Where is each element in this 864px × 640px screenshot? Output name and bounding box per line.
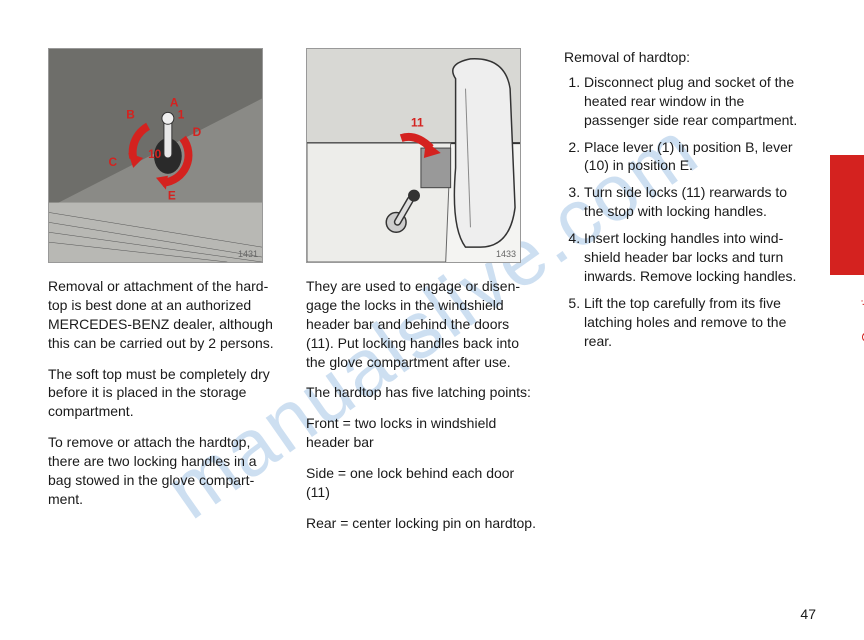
figure-2: 11 1433 — [306, 48, 521, 263]
figure-2-number: 1433 — [496, 248, 516, 260]
col1-p3: To remove or attach the hardtop, there a… — [48, 433, 282, 509]
section-tab-label: Operation — [858, 285, 864, 342]
page-number: 47 — [800, 605, 816, 624]
step-2: Place lever (1) in position B, lever (10… — [584, 138, 804, 176]
removal-steps: Disconnect plug and socket of the heated… — [564, 73, 804, 351]
col1-p2: The soft top must be completely dry befo… — [48, 365, 282, 422]
col2-p4: Side = one lock behind each door (11) — [306, 464, 540, 502]
fig2-label-11: 11 — [411, 115, 424, 129]
fig1-label-c: C — [108, 155, 117, 169]
figure-1: A B C D E 1 10 1431 — [48, 48, 263, 263]
figure-1-number: 1431 — [238, 248, 258, 260]
column-1: A B C D E 1 10 1431 Removal or attachmen… — [48, 48, 282, 545]
fig1-label-10: 10 — [148, 147, 162, 161]
fig1-label-b: B — [126, 107, 135, 121]
section-tab — [830, 155, 864, 275]
fig1-label-d: D — [193, 125, 202, 139]
removal-heading: Removal of hardtop: — [564, 48, 804, 67]
fig1-label-e: E — [168, 189, 176, 203]
step-5: Lift the top carefully from its five lat… — [584, 294, 804, 351]
col2-p1: They are used to engage or disen­gage th… — [306, 277, 540, 371]
col2-p3: Front = two locks in windshield header b… — [306, 414, 540, 452]
step-4: Insert locking handles into wind­shield … — [584, 229, 804, 286]
column-2: 11 1433 They are used to engage or disen… — [306, 48, 540, 545]
step-3: Turn side locks (11) rearwards to the st… — [584, 183, 804, 221]
col2-p5: Rear = center locking pin on hard­top. — [306, 514, 540, 533]
column-3: Removal of hardtop: Disconnect plug and … — [564, 48, 804, 545]
page-content: A B C D E 1 10 1431 Removal or attachmen… — [48, 48, 816, 608]
col1-p1: Removal or attachment of the hard­top is… — [48, 277, 282, 353]
fig1-label-1: 1 — [178, 107, 185, 121]
col2-p2: The hardtop has five latching points: — [306, 383, 540, 402]
step-1: Disconnect plug and socket of the heated… — [584, 73, 804, 130]
